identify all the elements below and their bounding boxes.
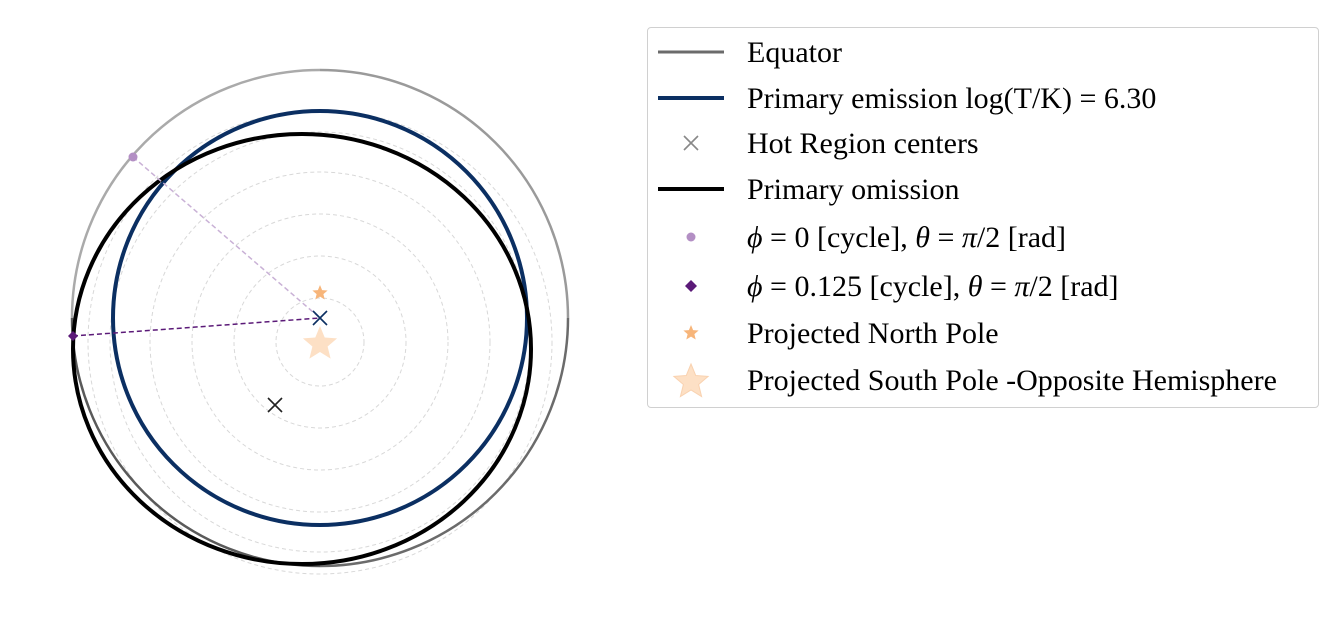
grid-circle [275, 297, 365, 387]
grid-circle [233, 255, 407, 429]
legend-entry-primary-emission: Primary emission log(T/K) = 6.30 [648, 76, 1318, 122]
south-pole-star [302, 326, 338, 359]
legend: Equator Primary emission log(T/K) = 6.30… [647, 27, 1319, 408]
hot-region-center-mark [267, 397, 283, 413]
legend-label-phase-0125: ϕ = 0.125 [cycle], θ = π/2 [rad] [747, 270, 1119, 303]
legend-entry-phase-0125: ϕ = 0.125 [cycle], θ = π/2 [rad] [648, 264, 1318, 310]
legend-entry-equator: Equator [648, 30, 1318, 76]
legend-label-primary-omission: Primary omission [747, 173, 960, 206]
grid-circle [149, 171, 491, 513]
primary-emission-swatch [658, 96, 724, 100]
legend-label-primary-emission: Primary emission log(T/K) = 6.30 [747, 82, 1157, 115]
polar-projection-plot [68, 68, 570, 575]
phase-0-marker [128, 152, 138, 162]
legend-label-phase-0: ϕ = 0 [cycle], θ = π/2 [rad] [747, 221, 1067, 254]
equator-segment [70, 68, 321, 319]
south-pole-star-icon [672, 362, 710, 398]
legend-entry-south-pole: Projected South Pole -Opposite Hemispher… [648, 358, 1318, 404]
phase-0125-marker [68, 331, 78, 341]
grid-circle [191, 213, 449, 471]
legend-entry-north-pole: Projected North Pole [648, 311, 1318, 357]
legend-entry-hot-region-centers: Hot Region centers [648, 121, 1318, 167]
equator-segment [319, 68, 570, 319]
north-pole-star [312, 285, 328, 300]
circle-marker-icon [686, 232, 696, 242]
equator-swatch [658, 50, 724, 54]
legend-entry-phase-0: ϕ = 0 [cycle], θ = π/2 [rad] [648, 215, 1318, 261]
phase-0125-dashed-line [72, 317, 321, 337]
equator-segment [70, 317, 321, 568]
diamond-marker-icon [685, 280, 697, 292]
hot-region-center-mark [312, 310, 328, 326]
primary-omission-circle [71, 132, 534, 566]
legend-label-north-pole: Projected North Pole [747, 317, 999, 350]
phase-0-dashed-line [132, 156, 321, 319]
north-pole-star-icon [683, 325, 699, 340]
legend-label-equator: Equator [747, 36, 842, 69]
equator-segment [319, 317, 570, 568]
x-marker-icon [683, 135, 699, 151]
legend-label-hot-region-centers: Hot Region centers [747, 127, 979, 160]
legend-label-south-pole: Projected South Pole -Opposite Hemispher… [747, 364, 1277, 397]
primary-omission-swatch [658, 187, 724, 191]
hot-region-centers [267, 310, 328, 413]
legend-entry-primary-omission: Primary omission [648, 167, 1318, 213]
